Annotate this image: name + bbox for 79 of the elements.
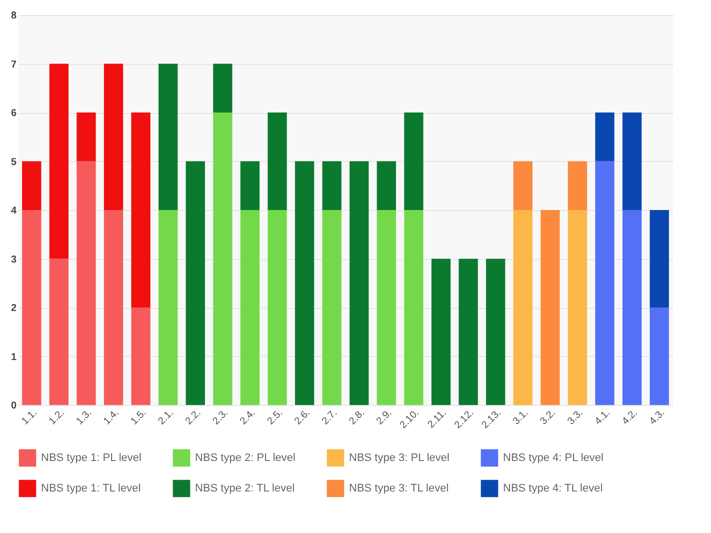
bar — [240, 210, 260, 405]
x-tick-label: 2.3. — [210, 408, 230, 428]
bar — [268, 112, 287, 210]
bar — [513, 210, 532, 405]
x-tick-label: 4.3. — [648, 408, 668, 428]
x-tick-label: 1.3. — [74, 408, 94, 428]
bar — [486, 258, 506, 405]
legend-label: NBS type 4: PL level — [503, 452, 604, 464]
bar — [213, 64, 232, 112]
bar — [268, 210, 287, 405]
bar — [131, 112, 150, 308]
x-tick-label: 1.5. — [129, 408, 149, 428]
bar — [568, 210, 588, 405]
bar — [158, 210, 178, 405]
y-tick-label: 1 — [10, 352, 17, 363]
bar — [622, 112, 642, 210]
bar — [158, 64, 178, 210]
legend-label: NBS type 3: PL level — [349, 452, 450, 464]
legend-label: NBS type 3: TL level — [349, 482, 449, 494]
x-tick-label: 3.1. — [511, 408, 531, 428]
x-tick-label: 2.8. — [347, 408, 367, 428]
bar — [104, 64, 124, 210]
bar — [622, 210, 642, 405]
x-tick-label: 2.11. — [426, 408, 449, 430]
bar — [76, 112, 96, 162]
y-tick-label: 5 — [10, 156, 17, 168]
bar — [513, 161, 532, 210]
bar — [376, 210, 396, 405]
x-tick-label: 3.3. — [566, 408, 586, 428]
x-tick-label: 2.7. — [320, 408, 340, 428]
bar — [431, 258, 451, 405]
y-tick-label: 0 — [10, 400, 17, 412]
y-tick-label: 2 — [10, 303, 17, 314]
x-tick-label: 2.2. — [184, 408, 204, 428]
x-tick-label: 2.9. — [374, 408, 394, 428]
bar — [540, 210, 560, 405]
bar — [76, 161, 96, 405]
x-tick-label: 4.2. — [620, 408, 640, 428]
bar — [22, 210, 42, 405]
x-tick-label: 1.1. — [20, 408, 40, 428]
x-tick-label: 1.2. — [47, 408, 67, 428]
x-tick-label: 1.4. — [102, 408, 122, 428]
legend-label: NBS type 4: TL level — [503, 482, 603, 494]
legend-label: NBS type 2: TL level — [195, 482, 295, 494]
x-tick-label: 2.4. — [238, 408, 258, 428]
y-tick-label: 8 — [10, 10, 17, 22]
bar — [240, 161, 260, 210]
y-tick-label: 7 — [10, 59, 17, 70]
bar — [186, 161, 205, 405]
x-tick-label: 3.2. — [538, 408, 558, 428]
bar — [650, 308, 669, 405]
bar — [22, 161, 42, 210]
bar — [404, 210, 424, 405]
x-tick-label: 2.6. — [292, 408, 312, 428]
bar — [350, 161, 369, 405]
legend-label: NBS type 1: TL level — [41, 482, 141, 494]
y-tick-label: 3 — [10, 254, 17, 266]
bar — [595, 112, 614, 162]
y-tick-label: 4 — [10, 206, 17, 216]
y-tick-label: 6 — [10, 108, 17, 119]
legend-label: NBS type 1: PL level — [41, 452, 142, 464]
bar — [458, 258, 478, 405]
bar — [322, 161, 342, 210]
bar — [131, 308, 150, 405]
bar — [322, 210, 342, 405]
bar — [213, 112, 232, 405]
x-tick-label: 4.1. — [592, 408, 613, 428]
bar — [104, 210, 124, 405]
x-tick-label: 2.5. — [265, 408, 286, 428]
bar — [650, 210, 669, 308]
legend-label: NBS type 2: PL level — [195, 452, 296, 464]
bar — [568, 161, 588, 210]
bar — [376, 161, 396, 210]
bar — [595, 161, 614, 405]
bar — [404, 112, 424, 210]
x-tick-label: 2.1. — [156, 408, 176, 428]
bar — [49, 258, 69, 405]
bar — [294, 161, 314, 405]
bar — [49, 64, 69, 259]
